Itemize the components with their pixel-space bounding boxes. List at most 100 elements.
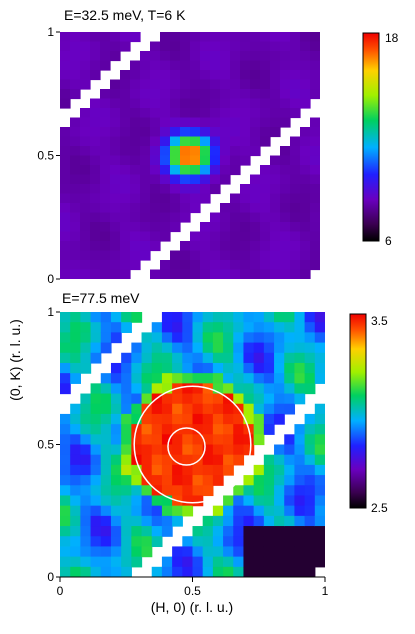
heatmap-cell [160,165,171,176]
heatmap-cell [110,184,121,195]
heatmap-cell [220,250,231,261]
heatmap-cell [290,41,301,52]
heatmap-cell [300,127,311,138]
heatmap-cell [270,193,281,204]
heatmap-cell [250,212,261,223]
heatmap-cell [140,212,151,223]
heatmap-cell [141,526,153,537]
heatmap-cell [290,231,301,242]
heatmap-cell [294,383,306,395]
heatmap-cell [130,108,141,119]
heatmap-cell [131,312,143,323]
heatmap-cell [200,184,211,195]
heatmap-cell [131,383,143,395]
heatmap-cell [70,146,81,157]
heatmap-cell [263,312,275,323]
heatmap-cell [240,127,251,138]
heatmap-cell [170,98,181,109]
heatmap-cell [284,475,296,486]
heatmap-cell [90,475,102,486]
heatmap-cell [290,155,301,166]
heatmap-cell [314,424,325,435]
heatmap-cell [100,41,111,52]
heatmap-cell [110,250,121,261]
heatmap-cell [110,526,122,537]
heatmap-cell [160,269,171,279]
heatmap-cell [70,269,81,279]
heatmap-cell [80,146,91,157]
heatmap-cell [131,413,143,425]
bottom-panel-title: E=77.5 meV [62,290,140,306]
heatmap-cell [253,464,265,476]
heatmap-cell [192,342,204,354]
heatmap-cell [230,108,241,119]
heatmap-cell [310,32,320,43]
heatmap-cell [200,136,211,147]
heatmap-cell [60,444,71,456]
heatmap-cell [131,536,143,548]
heatmap-cell [220,70,231,81]
heatmap-cell [243,393,255,405]
heatmap-cell [200,155,211,166]
heatmap-cell [60,60,71,71]
heatmap-cell [60,454,71,466]
heatmap-cell [240,108,251,119]
heatmap-cell [80,231,91,242]
heatmap-cell [141,546,153,558]
heatmap-cell [180,165,191,176]
heatmap-cell [170,155,181,166]
heatmap-cell [253,475,265,486]
heatmap-cell [294,536,306,548]
heatmap-cell [263,505,275,517]
heatmap-cell [121,403,132,415]
heatmap-cell [180,51,191,62]
heatmap-cell [60,165,71,176]
heatmap-cell [90,98,101,109]
heatmap-cell [250,203,261,214]
y-axis-label: (0, K) (r. l. u.) [7,319,23,401]
heatmap-cell [60,250,71,261]
heatmap-cell [100,117,111,128]
heatmap-cell [151,505,163,517]
heatmap-cell [192,393,204,405]
heatmap-cell [141,373,153,384]
heatmap-cell [284,312,296,323]
heatmap-cell [314,464,325,476]
panel-bottom: E=77.5 meV 0 0.5 1 00.51 (H, 0) (r. l. u.)… [7,290,388,615]
heatmap-cell [230,79,241,90]
heatmap-cell [233,515,245,527]
heatmap-cell [310,146,320,157]
heatmap-cell [90,322,102,333]
heatmap-cell [140,108,151,119]
heatmap-cell [120,250,131,261]
heatmap-cell [310,51,320,62]
heatmap-cell [130,89,141,100]
heatmap-cell [151,454,163,466]
heatmap-cell [290,98,301,109]
heatmap-cell [160,222,171,233]
heatmap-cell [60,51,71,62]
heatmap-cell [80,546,92,558]
heatmap-cell [131,393,143,405]
heatmap-cell [141,342,153,354]
heatmap-cell [290,222,301,233]
heatmap-cell [284,342,296,354]
heatmap-cell [130,250,141,261]
heatmap-cell [110,155,121,166]
heatmap-cell [253,434,265,446]
heatmap-cell [200,165,211,176]
heatmap-cell [161,322,173,333]
heatmap-cell [90,146,101,157]
heatmap-cell [100,136,111,147]
heatmap-cell [192,424,204,435]
heatmap-cell [150,60,161,71]
heatmap-cell [90,454,102,466]
heatmap-cell [202,352,214,364]
heatmap-cell [110,312,122,323]
heatmap-cell [130,117,141,128]
heatmap-cell [60,312,71,323]
heatmap-cell [202,464,214,476]
heatmap-cell [100,165,111,176]
heatmap-cell [172,566,183,577]
heatmap-cell [300,165,311,176]
